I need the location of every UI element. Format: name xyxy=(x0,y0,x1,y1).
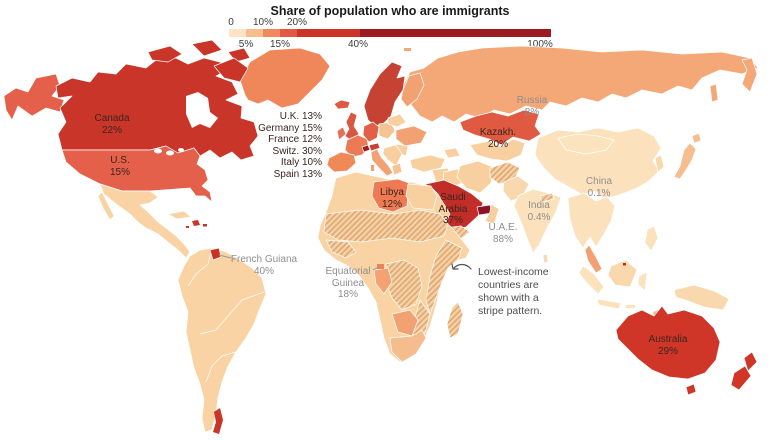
legend-segment xyxy=(360,29,551,37)
caribbean-island xyxy=(186,226,189,228)
country-russia xyxy=(401,45,759,123)
country-central-asia xyxy=(469,138,526,162)
great-lakes xyxy=(166,150,174,156)
legend-tick: 15% xyxy=(269,39,291,50)
australia-tasmania xyxy=(685,383,697,396)
russia-kamchatka xyxy=(741,57,758,93)
country-new-guinea xyxy=(673,284,730,311)
russia-sakhalin xyxy=(709,83,719,103)
legend-segment xyxy=(263,29,280,37)
legend-tick: 100% xyxy=(527,39,553,50)
country-scandinavia xyxy=(363,61,406,127)
country-ireland xyxy=(336,126,347,141)
country-turkey xyxy=(409,154,446,173)
country-cuba xyxy=(167,210,192,220)
country-alaska xyxy=(3,73,65,121)
country-baltics xyxy=(387,113,407,128)
country-ukraine xyxy=(395,125,428,147)
french-guiana-leader-line xyxy=(218,254,232,259)
stripe-annotation-text: Lowest-income countries are shown with a st… xyxy=(478,266,549,317)
country-malaysia xyxy=(584,244,603,274)
sahel-sudan-striped xyxy=(323,209,449,243)
canada-arctic-island xyxy=(147,45,183,63)
baja-california xyxy=(97,191,115,221)
legend-segment xyxy=(246,29,263,37)
country-mongolia xyxy=(557,133,615,155)
country-iceland xyxy=(333,99,351,110)
legend-tick: 0 xyxy=(228,17,234,28)
country-madagascar-striped xyxy=(446,301,464,339)
page-title: Share of population who are immigrants xyxy=(270,4,510,18)
continent-south-america xyxy=(177,247,267,433)
country-korea xyxy=(654,154,665,173)
great-lakes xyxy=(178,148,184,152)
lesser-sunda xyxy=(626,305,635,308)
country-new-zealand xyxy=(730,365,752,391)
country-spain-portugal xyxy=(326,151,357,173)
great-lakes xyxy=(154,148,162,154)
country-south-africa xyxy=(389,329,427,363)
country-french-guiana xyxy=(209,247,222,261)
country-egypt xyxy=(405,183,438,211)
country-australia xyxy=(615,305,721,380)
country-gabon-congo xyxy=(373,267,393,295)
legend-bar xyxy=(229,29,551,37)
legend-tick: 10% xyxy=(252,17,274,28)
east-africa-striped xyxy=(425,239,463,315)
country-greenland xyxy=(239,47,331,109)
legend: 0 10% 20% 5% 15% 40% 100% xyxy=(228,17,553,50)
country-caucasus xyxy=(443,147,461,159)
country-greece xyxy=(391,162,403,176)
country-india xyxy=(513,188,562,254)
country-sumatra xyxy=(578,265,605,295)
country-sulawesi xyxy=(637,271,648,292)
country-oman xyxy=(484,203,500,225)
country-iran xyxy=(456,160,494,194)
canada-arctic-island xyxy=(191,39,223,57)
country-japan xyxy=(673,142,697,180)
country-nepal-striped xyxy=(539,192,555,203)
southern-atlantic-island xyxy=(213,408,223,434)
legend-segment xyxy=(297,29,360,37)
country-germany xyxy=(362,121,380,143)
south-america-border xyxy=(205,351,237,383)
legend-tick: 20% xyxy=(286,17,308,28)
west-africa-striped xyxy=(325,239,357,259)
country-indochina xyxy=(567,192,616,249)
country-italy xyxy=(370,148,394,177)
sardinia xyxy=(371,165,374,171)
svalbard xyxy=(404,48,411,51)
country-finland xyxy=(400,72,425,108)
caribbean-island xyxy=(203,224,207,227)
country-mexico-central-america xyxy=(99,183,191,259)
country-brunei xyxy=(623,263,626,266)
legend-segment xyxy=(229,29,246,37)
hudson-bay xyxy=(186,92,218,128)
country-canada xyxy=(55,57,259,161)
country-switzerland xyxy=(361,144,371,153)
country-austria xyxy=(368,142,381,152)
canada-baffin-island xyxy=(213,57,249,83)
japan-hokkaido xyxy=(691,132,702,144)
annotation-arrow-icon xyxy=(451,263,472,270)
country-namibia-botswana xyxy=(391,309,419,337)
legend-tick: 5% xyxy=(238,39,254,50)
country-uk xyxy=(344,111,360,142)
legend-segment xyxy=(280,29,297,37)
legend-tick: 40% xyxy=(347,39,369,50)
country-borneo xyxy=(607,259,638,288)
country-kazakhstan xyxy=(459,109,542,146)
country-new-zealand xyxy=(743,351,758,372)
country-libya xyxy=(371,178,410,213)
country-sri-lanka xyxy=(542,253,549,264)
south-america-border xyxy=(187,247,213,287)
country-philippines xyxy=(644,225,659,252)
south-america-border xyxy=(199,291,265,335)
caribbean-island xyxy=(192,220,200,226)
country-java xyxy=(596,298,622,310)
equatorial-guinea-leader-line xyxy=(372,265,382,271)
